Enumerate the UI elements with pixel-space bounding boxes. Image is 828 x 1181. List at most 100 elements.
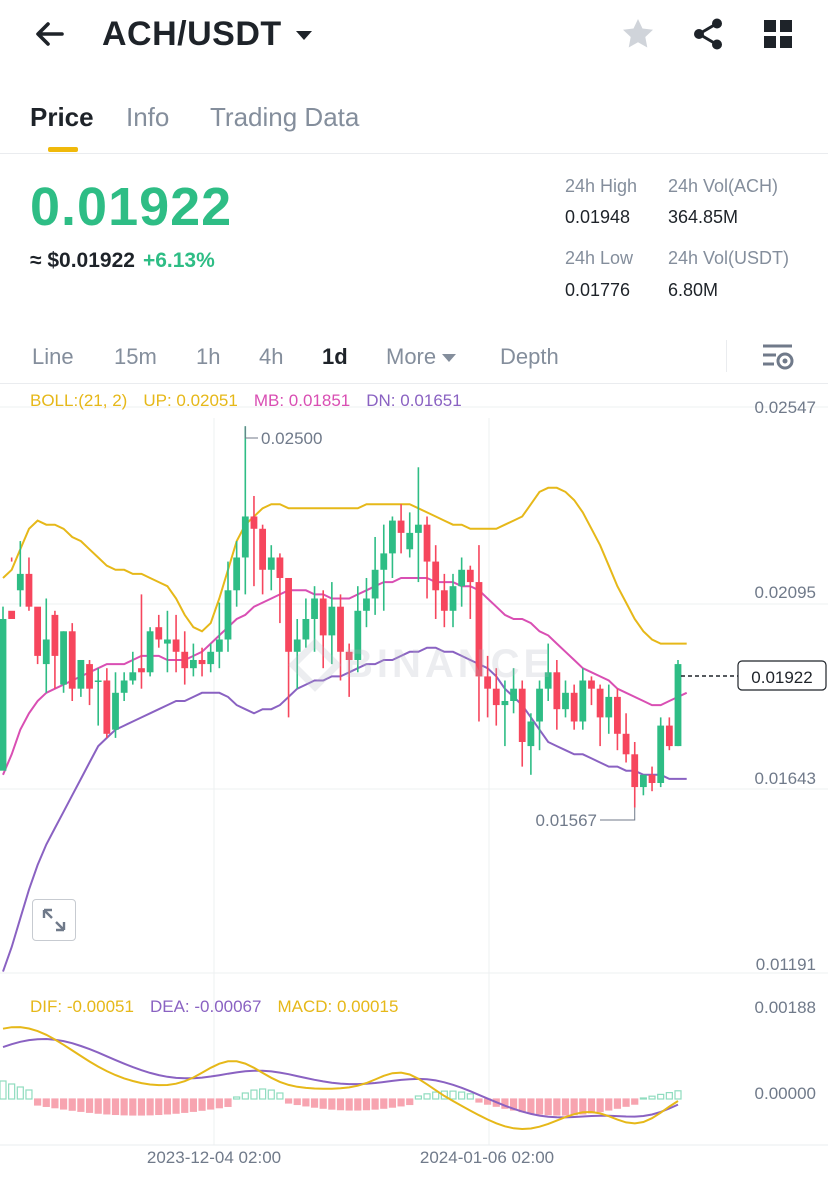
candle-body xyxy=(189,659,197,669)
candle-body xyxy=(233,557,241,591)
macd-histogram-bar xyxy=(103,1098,111,1115)
boll-middle-line xyxy=(2,577,688,776)
macd-histogram-bar xyxy=(267,1089,275,1100)
tab-price[interactable]: Price xyxy=(30,102,94,132)
candle-body xyxy=(648,774,656,783)
macd-histogram-bar xyxy=(475,1098,483,1103)
candle-body xyxy=(458,569,466,587)
divider xyxy=(726,340,727,372)
boll-legend: BOLL:(21, 2) UP: 0.02051 MB: 0.01851 DN:… xyxy=(30,390,462,412)
macd-legend: DIF: -0.00051 DEA: -0.00067 MACD: 0.0001… xyxy=(30,996,398,1018)
macd-histogram-bar xyxy=(85,1098,94,1113)
macd-histogram-bar xyxy=(276,1092,284,1100)
candle-body xyxy=(172,639,180,652)
min-price-label: 0.01567 xyxy=(536,811,597,830)
tab-info[interactable]: Info xyxy=(126,102,170,132)
candle-body xyxy=(51,614,59,656)
macd-histogram-bar xyxy=(509,1098,518,1111)
candle-body xyxy=(484,676,492,689)
candle-body xyxy=(432,561,440,591)
y-axis-label: 0.01191 xyxy=(756,955,816,974)
macd-histogram-bar xyxy=(8,1083,16,1100)
candle-body xyxy=(60,631,67,685)
chart-settings-icon[interactable] xyxy=(758,336,798,376)
min-annotation-line xyxy=(600,807,636,821)
macd-histogram-bar xyxy=(639,1097,647,1100)
candle-body xyxy=(302,618,310,640)
candle-body xyxy=(475,582,483,677)
more-label: More xyxy=(386,344,437,369)
macd-histogram-bar xyxy=(432,1091,440,1100)
candle-body xyxy=(414,524,422,533)
interval-line[interactable]: Line xyxy=(32,344,74,369)
macd-histogram-bar xyxy=(259,1088,267,1100)
interval-depth[interactable]: Depth xyxy=(500,344,559,369)
candle-body xyxy=(129,672,137,681)
boll-params: BOLL:(21, 2) xyxy=(30,391,128,410)
macd-histogram-bar xyxy=(189,1098,197,1112)
favorite-star-icon[interactable] xyxy=(620,16,656,52)
candle-body xyxy=(311,598,318,619)
grid-menu-icon[interactable] xyxy=(762,18,794,50)
candle-body xyxy=(501,700,509,706)
chevron-down-icon xyxy=(442,354,457,363)
candle-body xyxy=(337,606,344,652)
macd-histogram-bar xyxy=(319,1098,327,1109)
pair-selector[interactable]: ACH/USDT xyxy=(102,14,312,54)
kline-chart[interactable]: 0.02547 0.02095 0.01643 0.01191 0.02500 0.015… xyxy=(0,385,828,1181)
interval-more[interactable]: More xyxy=(386,342,457,372)
x-axis-label: 2023-12-04 02:00 xyxy=(147,1148,281,1167)
interval-1d[interactable]: 1d xyxy=(322,344,348,369)
macd-histogram-bar xyxy=(388,1098,397,1108)
boll-mb-value: MB: 0.01851 xyxy=(253,391,351,410)
macd-histogram-bar xyxy=(111,1098,120,1116)
y-axis-label: 0.01643 xyxy=(755,769,816,788)
candle-body xyxy=(0,618,7,771)
macd-histogram-bar xyxy=(233,1096,241,1100)
tab-bar: Price Info Trading Data xyxy=(0,96,828,154)
candle-body xyxy=(380,553,388,570)
macd-histogram-bar xyxy=(215,1098,223,1109)
top-bar: ACH/USDT xyxy=(0,0,828,70)
candle-body xyxy=(94,680,102,682)
candle-body xyxy=(510,688,517,701)
tab-trading-data[interactable]: Trading Data xyxy=(210,102,360,132)
candle-body xyxy=(345,651,353,660)
macd-histogram-bar xyxy=(155,1098,163,1116)
candle-body xyxy=(285,577,292,652)
expand-chart-button[interactable] xyxy=(32,899,76,941)
macd-histogram-bar xyxy=(518,1098,526,1113)
candle-body xyxy=(68,631,76,689)
macd-histogram-bar xyxy=(293,1098,301,1106)
candle-body xyxy=(466,569,474,583)
interval-15m[interactable]: 15m xyxy=(114,344,157,369)
high-label: 24h High xyxy=(565,176,638,196)
low-label: 24h Low xyxy=(565,248,634,268)
boll-upper-line xyxy=(2,486,687,645)
binance-logo-icon xyxy=(288,637,342,692)
candle-body xyxy=(181,651,189,669)
macd-histogram-bar xyxy=(631,1098,639,1105)
candle-body xyxy=(207,651,215,665)
back-arrow-icon[interactable] xyxy=(30,14,70,54)
interval-1h[interactable]: 1h xyxy=(196,344,221,369)
dea-value: DEA: -0.00067 xyxy=(149,997,262,1016)
candle-body xyxy=(86,664,93,689)
candle-body xyxy=(553,672,561,710)
candle-body xyxy=(293,639,301,652)
candle-body xyxy=(562,692,569,710)
macd-histogram-bar xyxy=(77,1098,85,1112)
candle-body xyxy=(657,725,665,783)
candle-body xyxy=(146,631,154,673)
macd-histogram-bar xyxy=(250,1089,258,1100)
macd-histogram-bar xyxy=(605,1098,613,1111)
macd-histogram-bar xyxy=(336,1098,345,1111)
candle-body xyxy=(42,639,50,665)
vol-quote-label: 24h Vol(USDT) xyxy=(668,248,790,268)
low-value: 0.01776 xyxy=(565,280,631,300)
candle-body xyxy=(389,520,396,554)
candle-body xyxy=(363,598,370,611)
macd-histogram-bar xyxy=(535,1098,544,1115)
interval-4h[interactable]: 4h xyxy=(259,344,284,369)
share-icon[interactable] xyxy=(690,16,726,52)
